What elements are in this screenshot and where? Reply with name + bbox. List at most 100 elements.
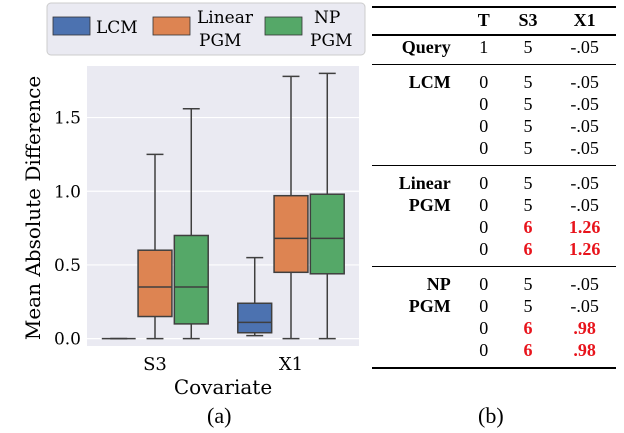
row-group-label: PGM [408,195,451,215]
legend-swatch-lcm [52,16,91,36]
cell-x1: .98 [553,339,616,369]
cell-t: 1 [479,37,489,57]
row-group-label: Linear [372,165,465,194]
row-group-label: Query [401,37,451,57]
cell-x1: -.05 [553,266,616,295]
row-group-label [372,93,465,115]
x-tick-label: X1 [279,354,303,375]
table-row: 0 6 1.26 [372,238,616,267]
cell-t: 0 [479,217,489,237]
cell-s3: 5 [502,64,554,93]
cell-t: 0 [464,165,503,194]
row-group-label [372,317,465,339]
cell-t: 0 [479,138,489,158]
x-tick-labels: S3 X1 [143,354,303,375]
box-linear-pgm-s3 [137,153,173,340]
cell-t: 0 [479,239,489,259]
legend-label-np-pgm-1: NP [314,8,340,28]
cell-x1: -.05 [553,64,616,93]
y-tick-label: 0.5 [54,256,81,276]
y-tick-label: 1.0 [54,182,81,202]
y-tick-label: 1.5 [54,109,81,129]
header-empty [372,6,465,36]
table-row: 0 6.98 [372,317,616,339]
cell-s3: 5 [523,138,533,158]
y-axis-label: Mean Absolute Difference [21,76,45,340]
legend-swatch-linear-pgm [152,16,191,36]
caption-b: (b) [478,403,504,428]
y-tick-labels: 0.0 0.5 1.0 1.5 [54,109,81,350]
cell-s3: 5 [523,116,533,136]
cell-t: 0 [464,266,503,295]
cell-s3: 5 [502,266,554,295]
caption-a: (a) [207,403,232,428]
cell-t: 0 [479,116,489,136]
box-np-pgm-x1 [309,72,345,340]
cell-x1: -.05 [570,138,599,158]
legend: LCM Linear PGM NP PGM [46,2,366,56]
legend-label-lcm: LCM [96,18,138,38]
box-groups [101,72,345,340]
row-group-label [372,216,465,238]
legend-frame [46,2,366,56]
row-group-label [372,238,465,267]
cell-s3: 6 [502,339,554,369]
box-iqr [309,193,345,275]
cell-s3: 6 [523,318,533,338]
cell-x1: -.05 [570,195,599,215]
table-row: PGM 0 5 -.05 [372,295,616,317]
row-group-label [372,339,465,369]
row-group-label: NP [372,266,465,295]
cell-x1: .98 [573,318,596,338]
cell-x1: 1.26 [568,239,601,259]
box-iqr [137,249,173,318]
cell-x1: -.05 [570,37,599,57]
cell-x1: -.05 [570,94,599,114]
box-iqr [273,194,309,274]
row-group-label: PGM [408,296,451,316]
x-axis-label: Covariate [174,375,272,399]
cell-x1: -.05 [570,296,599,316]
table-row: 0 5 -.05 [372,137,616,166]
cell-x1: -.05 [553,165,616,194]
table-row: 0 6 1.26 [372,216,616,238]
x-tick-label: S3 [143,354,167,375]
table-row: 0 5 -.05 [372,93,616,115]
table-row: Query 1 5 -.05 [372,35,616,65]
legend-label-linear-pgm-2: PGM [199,31,241,51]
box-np-pgm-s3 [173,107,209,340]
header-x1: X1 [553,6,616,36]
box-iqr [237,302,273,334]
cell-t: 0 [479,94,489,114]
cell-t: 0 [479,195,489,215]
legend-label-linear-pgm-1: Linear [197,8,254,28]
box-plot-figure: 0.0 0.5 1.0 1.5 S3 X1 Mean Absolute Differen… [21,2,366,399]
cell-x1: 1.26 [568,217,601,237]
cell-t: 0 [479,318,489,338]
cell-s3: 5 [523,94,533,114]
cell-s3: 5 [523,37,533,57]
counterfactual-table: T S3 X1 Query 1 5 -.05 LCM 0 5 -.05 0 5 -.05 0 5 -.05… [372,6,616,369]
cell-t: 0 [464,339,503,369]
box-linear-pgm-x1 [273,75,309,340]
cell-t: 0 [479,296,489,316]
cell-s3: 5 [502,165,554,194]
cell-s3: 5 [523,195,533,215]
header-t: T [464,6,503,36]
row-group-label: LCM [372,64,465,93]
table-row: PGM 0 5 -.05 [372,194,616,216]
y-tick-label: 0.0 [54,330,81,350]
cell-s3: 6 [523,239,533,259]
legend-label-np-pgm-2: PGM [310,31,352,51]
table-row: 0 5 -.05 [372,115,616,137]
row-group-label [372,115,465,137]
cell-s3: 6 [523,217,533,237]
cell-t: 0 [464,64,503,93]
table-row: 0 6.98 [372,339,616,369]
table-row: NP 0 5 -.05 [372,266,616,295]
legend-swatch-np-pgm [264,16,303,36]
cell-x1: -.05 [570,116,599,136]
table-row: LCM 0 5 -.05 [372,64,616,93]
box-lcm-x1 [237,256,273,337]
table-body: Query 1 5 -.05 LCM 0 5 -.05 0 5 -.05 0 5 -.05 0 5 -.05 Li… [372,35,616,369]
